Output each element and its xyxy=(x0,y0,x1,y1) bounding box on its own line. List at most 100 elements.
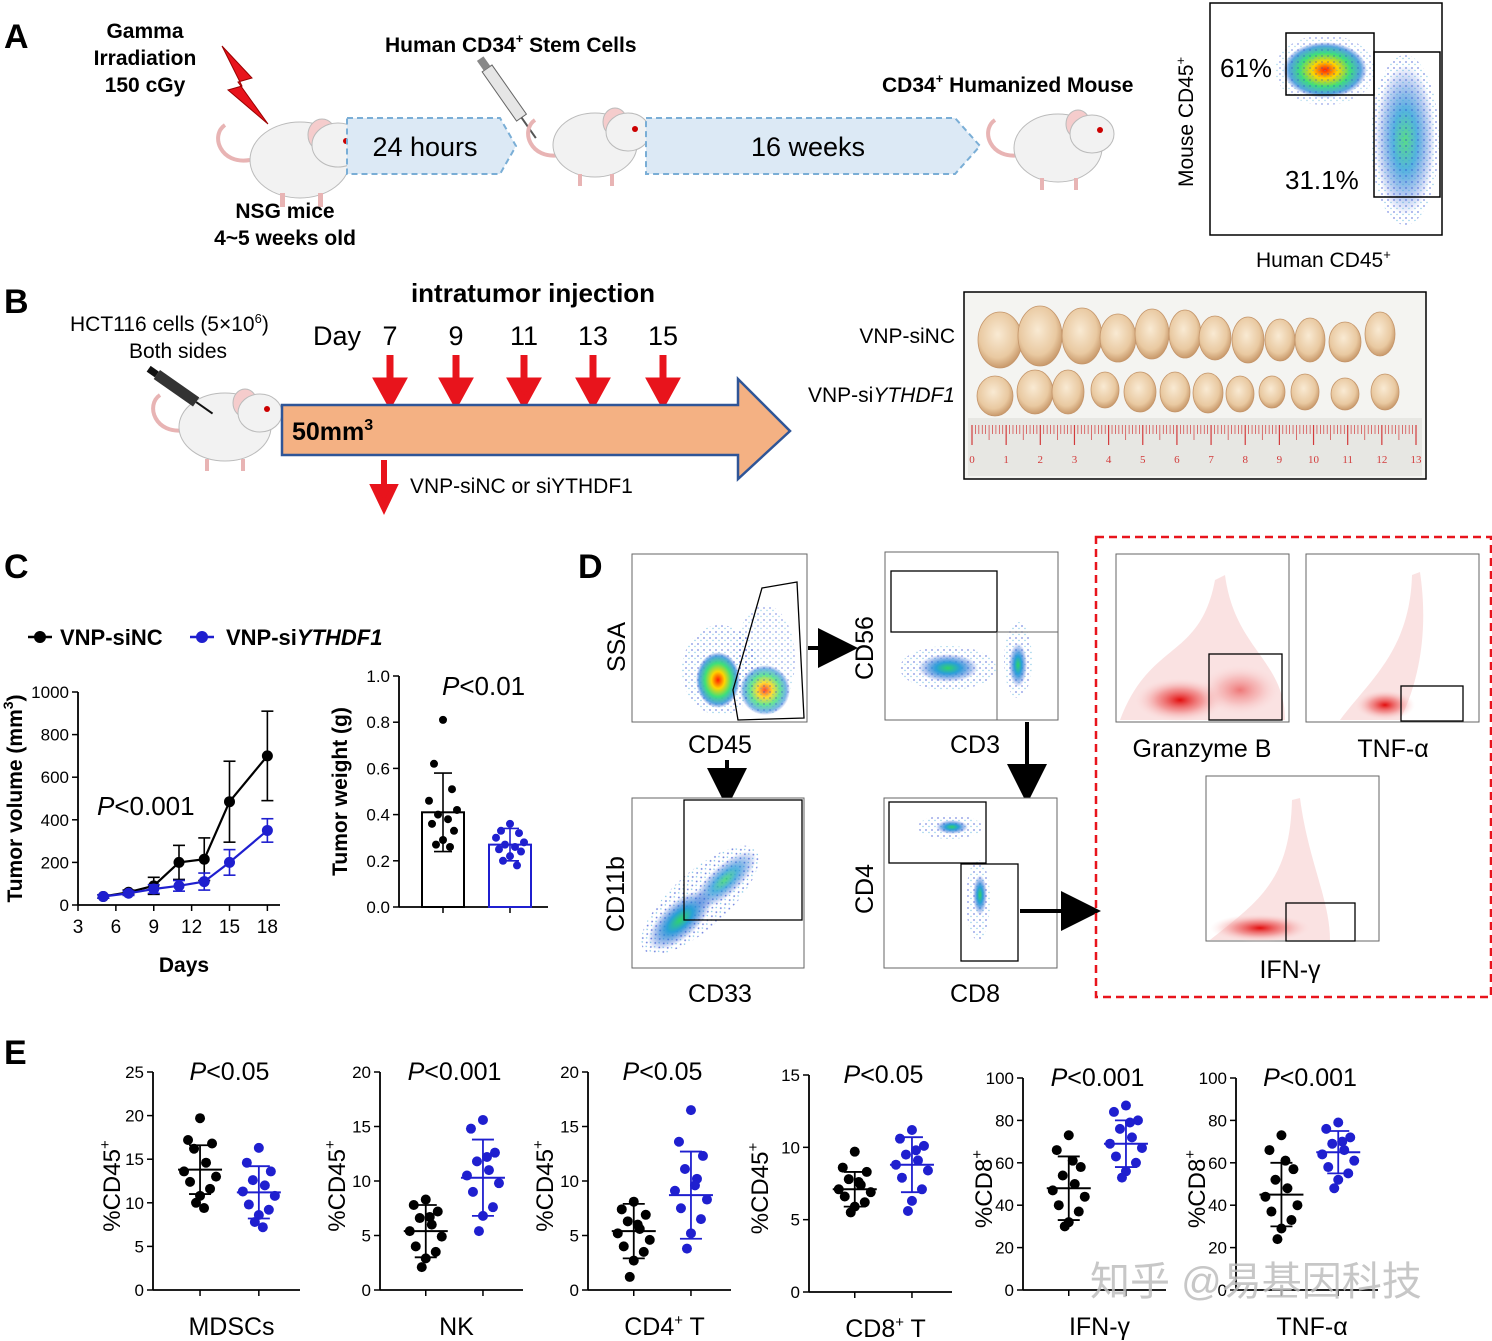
data-point xyxy=(1333,1117,1344,1128)
x-axis-label: IFN-γ xyxy=(1069,1313,1131,1341)
data-point xyxy=(1110,1151,1121,1162)
data-point xyxy=(1276,1223,1287,1234)
tumor xyxy=(1159,371,1191,413)
data-point xyxy=(628,1196,639,1207)
y-tick-label: 60 xyxy=(995,1154,1014,1173)
plot2-x-label: CD3 xyxy=(950,731,1000,759)
legend-label-sinc: VNP-siNC xyxy=(60,625,163,650)
y-tick-label: 1000 xyxy=(31,683,69,702)
data-point xyxy=(1116,1172,1127,1183)
injection-title: intratumor injection xyxy=(411,278,655,308)
dot-plot-tnf-: 0 20 40 60 80 100 %CD8+ P<0.001 TNF-α xyxy=(1182,1064,1378,1341)
treatment-arrow xyxy=(369,460,399,515)
data-point xyxy=(477,1114,488,1125)
y-tick-label: 15 xyxy=(125,1150,144,1169)
data-point xyxy=(853,1177,864,1188)
p-value: P<0.05 xyxy=(844,1061,924,1089)
injection-arrow-day-15 xyxy=(645,355,681,411)
x-tick-label: 12 xyxy=(181,917,202,938)
flow-plot-tnf-alpha: TNF-α xyxy=(1305,553,1480,763)
data-point xyxy=(849,1146,860,1157)
panel-letter-a: A xyxy=(4,18,29,56)
data-point xyxy=(477,1210,488,1221)
injection-arrows xyxy=(372,355,681,411)
data-point xyxy=(1321,1123,1332,1134)
ruler-number: 10 xyxy=(1308,454,1320,466)
data-point xyxy=(1053,1200,1064,1211)
data-point xyxy=(148,883,160,895)
y-tick-label: 15 xyxy=(352,1118,371,1137)
y-tick-label: 40 xyxy=(1208,1196,1227,1215)
data-point xyxy=(471,1156,482,1167)
day-7: 7 xyxy=(382,321,397,351)
y-tick-label: 80 xyxy=(995,1111,1014,1130)
plot4-y-label: CD4 xyxy=(851,864,879,914)
data-point xyxy=(1260,1191,1271,1202)
y-tick-label: 15 xyxy=(560,1118,579,1137)
day-13: 13 xyxy=(578,321,608,351)
plot4-x-label: CD8 xyxy=(950,980,1000,1008)
p-value: P<0.001 xyxy=(1051,1064,1145,1092)
data-point xyxy=(695,1214,706,1225)
data-point xyxy=(483,1165,494,1176)
irradiation-line-2: Irradiation xyxy=(94,47,197,70)
data-point xyxy=(241,1157,252,1168)
flow-plot-ifn-gamma: IFN-γ xyxy=(1205,775,1380,984)
data-point xyxy=(123,887,134,899)
mouse-icon xyxy=(216,118,365,207)
y-tick-label: 600 xyxy=(41,768,69,787)
step-16w-arrow xyxy=(645,117,982,175)
y-axis-label: Mouse CD45+ xyxy=(1173,57,1198,187)
data-point xyxy=(918,1140,929,1151)
y-tick-label: 0 xyxy=(570,1281,579,1300)
tumor xyxy=(1294,317,1326,363)
day-11: 11 xyxy=(510,321,538,351)
y-tick-label: 60 xyxy=(1208,1154,1227,1173)
x-axis-label: MDSCs xyxy=(188,1313,274,1341)
y-tick-label: 200 xyxy=(41,853,69,872)
y-tick-label: 20 xyxy=(995,1239,1014,1258)
data-point xyxy=(243,1199,254,1210)
data-point xyxy=(681,1243,692,1254)
data-point xyxy=(618,1241,629,1252)
y-tick-label: 5 xyxy=(135,1237,144,1256)
stem-cells-title: Human CD34+ Stem Cells xyxy=(385,31,637,57)
gate-human-pct: 31.1% xyxy=(1285,165,1359,195)
x-tick-label: 18 xyxy=(257,917,278,938)
plot3-y-label: CD11b xyxy=(602,856,630,932)
data-point xyxy=(499,856,507,865)
timeline-arrow xyxy=(280,375,792,482)
data-point xyxy=(1126,1132,1137,1143)
data-point xyxy=(179,1166,190,1177)
series-line-siythdf1 xyxy=(103,829,269,898)
data-point xyxy=(865,1187,876,1198)
tumor xyxy=(1099,313,1137,363)
ruler-number: 5 xyxy=(1140,454,1146,466)
data-point xyxy=(632,1219,643,1230)
y-tick-label: 0 xyxy=(1218,1281,1227,1300)
data-point xyxy=(1059,1221,1070,1232)
y-tick-label: 40 xyxy=(995,1196,1014,1215)
data-point xyxy=(1282,1183,1293,1194)
data-point xyxy=(896,1172,907,1183)
data-point xyxy=(487,1202,498,1213)
tumor xyxy=(977,311,1023,369)
y-tick-label: 5 xyxy=(791,1211,800,1230)
data-point xyxy=(1327,1138,1338,1149)
data-point xyxy=(265,1166,276,1177)
mouse-icon xyxy=(986,109,1115,190)
flow-plot-granzyme-b: Granzyme B xyxy=(1115,553,1290,763)
y-tick-label: 0 xyxy=(135,1281,144,1300)
data-point xyxy=(207,1138,218,1149)
data-point xyxy=(1067,1155,1078,1166)
plot3-x-label: CD33 xyxy=(688,980,752,1008)
data-point xyxy=(434,810,442,819)
data-point xyxy=(839,1191,850,1202)
dot-plot-ifn-: 0 20 40 60 80 100 %CD8+ P<0.001 IFN-γ xyxy=(969,1064,1166,1341)
data-point xyxy=(426,1219,437,1230)
tumor xyxy=(1264,318,1296,362)
data-point xyxy=(900,1149,911,1160)
y-tick-label: 0.8 xyxy=(366,713,390,732)
flow-plot-ssa-cd45: SSA CD45 xyxy=(603,553,808,759)
data-point xyxy=(1063,1130,1074,1141)
